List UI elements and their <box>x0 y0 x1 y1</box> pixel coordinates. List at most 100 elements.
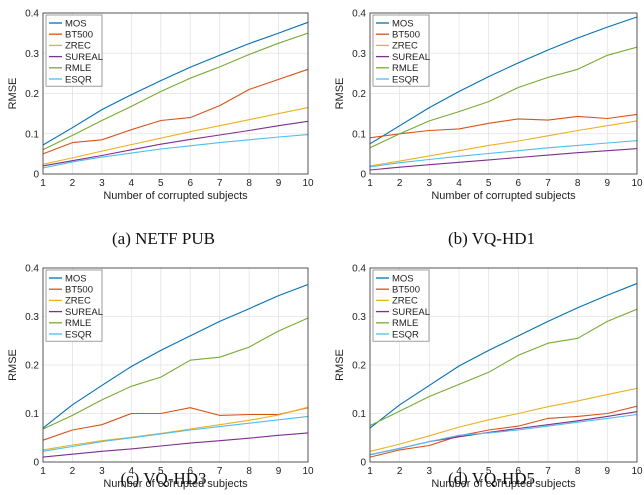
x-tick-label: 9 <box>605 178 611 189</box>
legend-box <box>45 269 103 342</box>
x-tick-label: 4 <box>456 178 462 189</box>
legend-label-sureal: SUREAL <box>392 307 430 318</box>
legend-label-rmle: RMLE <box>65 63 91 74</box>
y-tick-label: 0.4 <box>352 9 366 20</box>
x-tick-label: 6 <box>516 178 522 189</box>
panel-caption: (b) VQ-HD1 <box>448 229 535 248</box>
axes-box <box>369 267 638 463</box>
panel-caption: (c) VQ-HD3 <box>120 469 206 488</box>
y-tick-label: 0 <box>33 458 39 469</box>
x-tick-label: 5 <box>158 178 164 189</box>
y-tick-label: 0.1 <box>352 129 366 140</box>
series-line-mos <box>369 16 638 145</box>
y-tick-label: 0.3 <box>25 312 39 323</box>
series-line-zrec <box>42 107 309 165</box>
y-tick-label: 0.2 <box>25 89 39 100</box>
x-tick-label: 5 <box>486 466 492 477</box>
series-line-sureal <box>42 432 309 458</box>
x-tick-label: 7 <box>545 178 551 189</box>
x-tick-label: 3 <box>427 178 433 189</box>
x-tick-label: 6 <box>187 178 193 189</box>
x-tick-label: 3 <box>99 466 105 477</box>
legend-label-sureal: SUREAL <box>65 307 103 318</box>
x-tick-label: 1 <box>40 178 46 189</box>
x-tick-label: 9 <box>605 466 611 477</box>
y-tick-label: 0.4 <box>25 264 39 275</box>
x-tick-label: 6 <box>187 466 193 477</box>
series-line-esqr <box>42 415 309 452</box>
y-tick-label: 0.3 <box>352 312 366 323</box>
y-axis-label: RMSE <box>334 78 346 110</box>
legend-box <box>372 269 430 342</box>
legend-label-zrec: ZREC <box>65 41 91 52</box>
y-tick-label: 0.2 <box>352 89 366 100</box>
series-line-zrec <box>369 387 638 452</box>
axes-box <box>42 12 309 175</box>
x-tick-label: 1 <box>40 466 46 477</box>
y-tick-label: 0.3 <box>352 49 366 60</box>
x-tick-label: 2 <box>70 466 76 477</box>
y-tick-label: 0.1 <box>25 129 39 140</box>
legend-label-mos: MOS <box>65 273 87 284</box>
axes-box <box>42 267 309 463</box>
series-line-sureal <box>369 148 638 171</box>
legend-label-sureal: SUREAL <box>392 52 430 63</box>
series-line-rmle <box>369 308 638 427</box>
x-tick-label: 7 <box>217 178 223 189</box>
x-tick-label: 4 <box>456 466 462 477</box>
x-tick-label: 7 <box>217 466 223 477</box>
chart-panel-2: 1 2 3 4 5 6 7 8 9 10 0 0.1 0.2 0.3 0.4 Number of corrup… <box>334 9 643 249</box>
legend-label-rmle: RMLE <box>392 318 418 329</box>
x-tick-label: 5 <box>486 178 492 189</box>
y-tick-label: 0.3 <box>25 49 39 60</box>
series-line-sureal <box>42 120 309 167</box>
series-line-rmle <box>42 32 309 151</box>
x-tick-label: 3 <box>427 466 433 477</box>
y-axis-label: RMSE <box>7 78 19 110</box>
y-tick-label: 0 <box>33 170 39 181</box>
legend-label-esqr: ESQR <box>392 74 419 85</box>
legend-label-rmle: RMLE <box>65 318 91 329</box>
x-tick-label: 2 <box>70 178 76 189</box>
legend-label-zrec: ZREC <box>392 41 418 52</box>
legend-label-esqr: ESQR <box>65 329 92 340</box>
x-tick-label: 1 <box>367 178 373 189</box>
chart-panel-4: 1 2 3 4 5 6 7 8 9 10 0 0.1 0.2 0.3 0.4 Number of corrup… <box>334 264 643 491</box>
legend-label-bt500: BT500 <box>392 285 420 296</box>
axes-box <box>369 12 638 175</box>
x-tick-label: 10 <box>631 178 643 189</box>
series-line-bt500 <box>42 407 309 441</box>
y-tick-label: 0.4 <box>25 9 39 20</box>
legend-label-rmle: RMLE <box>392 63 418 74</box>
legend-label-bt500: BT500 <box>65 285 93 296</box>
legend-label-zrec: ZREC <box>65 296 91 307</box>
x-axis-label: Number of corrupted subjects <box>103 190 248 202</box>
y-tick-label: 0.1 <box>25 409 39 420</box>
series-line-mos <box>42 283 309 429</box>
series-line-esqr <box>369 140 638 168</box>
legend-label-mos: MOS <box>392 18 414 29</box>
x-tick-label: 10 <box>631 466 643 477</box>
series-line-bt500 <box>369 405 638 458</box>
legend-label-esqr: ESQR <box>392 329 419 340</box>
x-tick-label: 3 <box>99 178 105 189</box>
x-tick-label: 9 <box>276 466 282 477</box>
y-tick-label: 0 <box>360 170 366 181</box>
x-tick-label: 8 <box>575 466 581 477</box>
series-line-zrec <box>42 406 309 451</box>
series-line-mos <box>369 282 638 429</box>
chart-panel-1: 1 2 3 4 5 6 7 8 9 10 0 0.1 0.2 0.3 0.4 Number of corrup… <box>7 9 314 249</box>
x-tick-label: 2 <box>397 178 403 189</box>
x-tick-label: 8 <box>575 178 581 189</box>
series-line-rmle <box>42 317 309 430</box>
series-line-esqr <box>42 134 309 169</box>
x-tick-label: 1 <box>367 466 373 477</box>
series-line-bt500 <box>42 68 309 155</box>
panel-caption: (a) NETF PUB <box>112 229 215 248</box>
legend-label-bt500: BT500 <box>65 30 93 41</box>
legend-box <box>372 14 430 87</box>
